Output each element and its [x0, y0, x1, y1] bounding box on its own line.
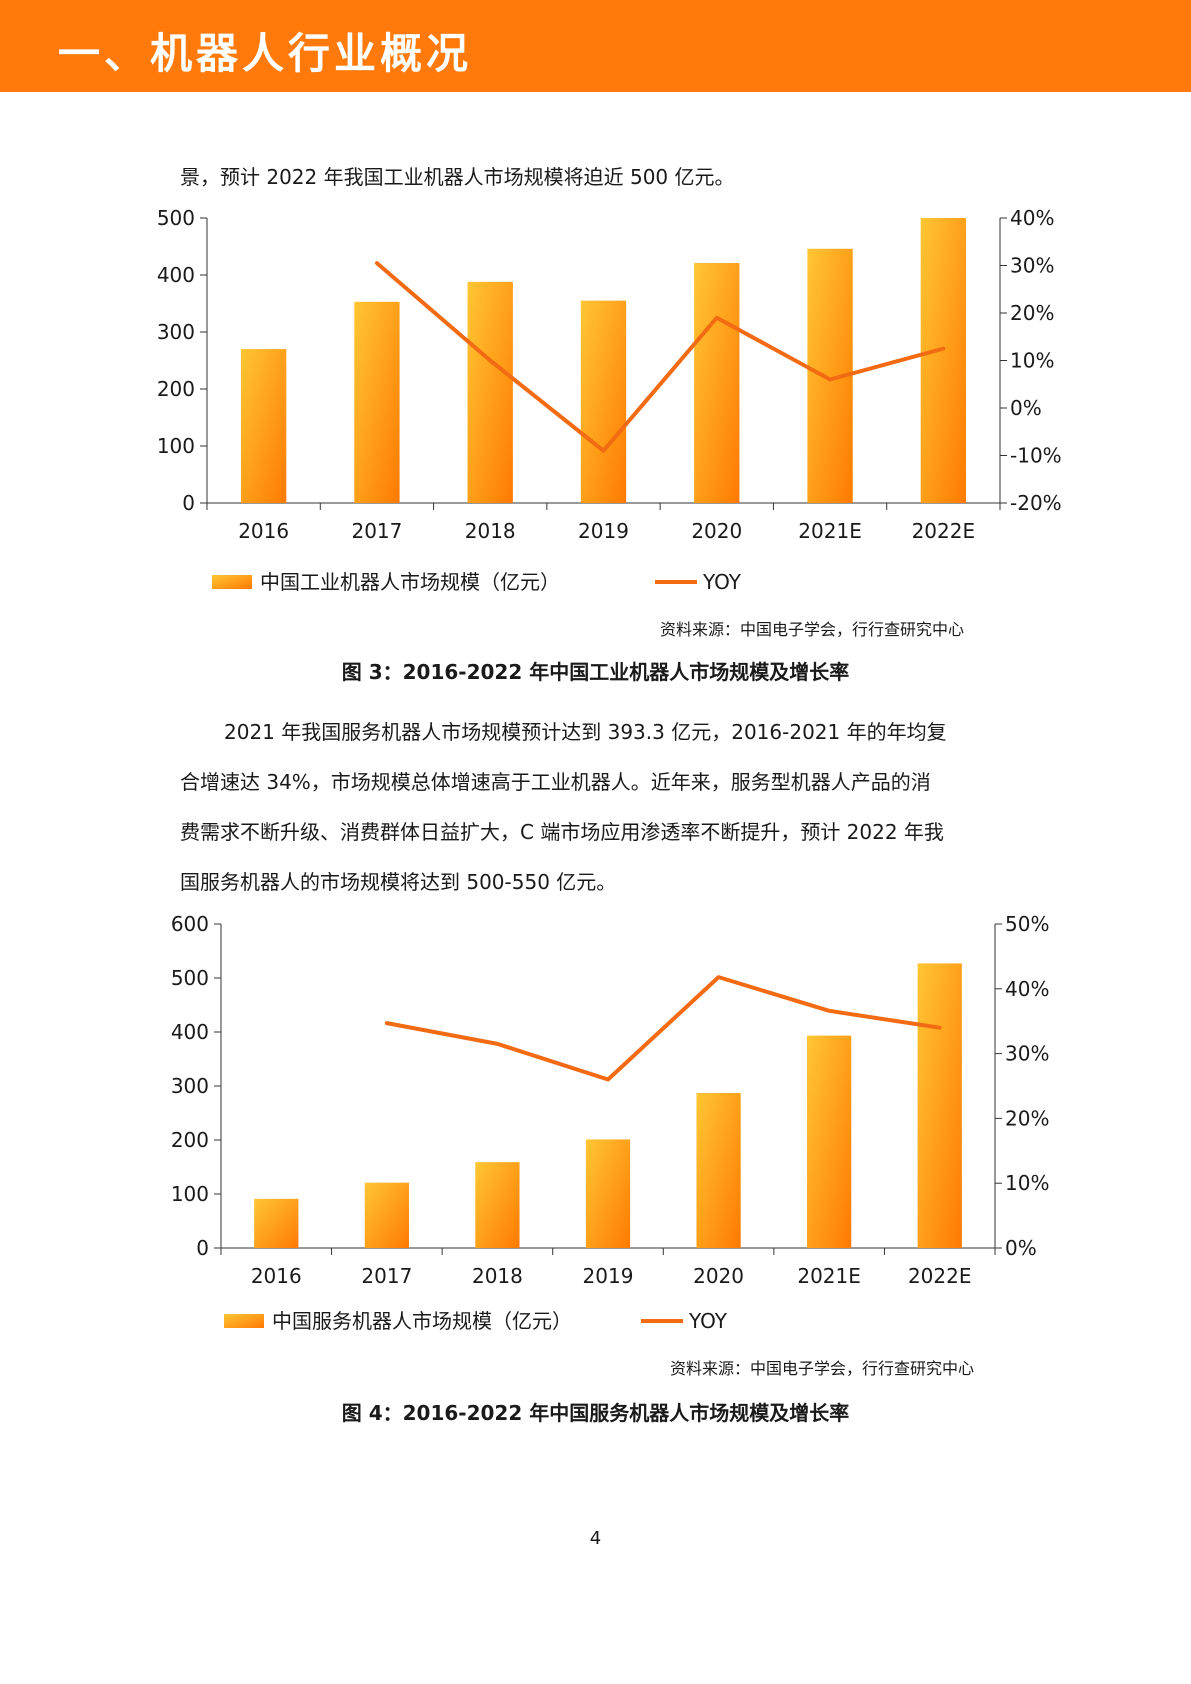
- fig4-right-tick-label: 0%: [1005, 1236, 1037, 1260]
- fig4-left-tick-label: 600: [171, 912, 209, 936]
- body-line-3: 费需求不断升级、消费群体日益扩大，C 端市场应用渗透率不断提升，预计 2022 …: [180, 820, 944, 844]
- fig3-x-tick-label: 2016: [238, 519, 289, 543]
- fig4-right-tick-label: 40%: [1005, 977, 1049, 1001]
- fig4-left-tick-label: 400: [171, 1020, 209, 1044]
- fig4-left-tick-label: 0: [196, 1236, 209, 1260]
- fig4-legend-bar-label: 中国服务机器人市场规模（亿元）: [272, 1309, 572, 1333]
- fig3-left-tick-label: 300: [157, 320, 195, 344]
- fig3-bar: [467, 281, 513, 503]
- page-number: 4: [589, 1528, 602, 1549]
- fig4-bar: [807, 1035, 852, 1248]
- figure4-source: 资料来源：中国电子学会，行行查研究中心: [670, 1359, 975, 1378]
- figure3-source: 资料来源：中国电子学会，行行查研究中心: [660, 620, 965, 639]
- fig4-bar: [475, 1162, 520, 1248]
- fig3-right-tick-label: 40%: [1010, 206, 1054, 230]
- fig3-x-tick-label: 2017: [351, 519, 402, 543]
- fig4-right-tick-label: 50%: [1005, 912, 1049, 936]
- fig4-legend-line-label: YOY: [688, 1309, 728, 1333]
- fig4-x-tick-label: 2019: [583, 1264, 634, 1288]
- fig4-right-tick-label: 30%: [1005, 1042, 1049, 1066]
- fig3-left-tick-label: 400: [157, 263, 195, 287]
- fig4-right-tick-label: 20%: [1005, 1106, 1049, 1130]
- fig4-x-tick-label: 2021E: [797, 1264, 861, 1288]
- fig4-bar: [585, 1139, 631, 1248]
- section-banner: 一、机器人行业概况: [0, 0, 1191, 92]
- fig3-right-tick-label: -10%: [1010, 444, 1062, 468]
- fig3-right-tick-label: -20%: [1010, 491, 1062, 515]
- fig3-bar: [240, 349, 287, 503]
- fig3-bar: [354, 301, 400, 503]
- fig3-yoy-line: [374, 261, 946, 453]
- service-robot-chart: 0 100 200 300 400 500 600 0% 10% 20% 30% 40% 50% 2016…: [171, 912, 1050, 1333]
- fig4-bar: [364, 1182, 409, 1248]
- fig3-x-tick-label: 2022E: [912, 519, 976, 543]
- fig4-left-tick-label: 100: [171, 1182, 209, 1206]
- body-line-1: 2021 年我国服务机器人市场规模预计达到 393.3 亿元，2016-2021…: [224, 720, 947, 744]
- fig4-left-tick-label: 200: [171, 1128, 209, 1152]
- fig3-bar: [580, 300, 627, 503]
- fig3-left-tick-label: 0: [182, 491, 195, 515]
- fig4-left-tick-label: 300: [171, 1074, 209, 1098]
- fig3-x-tick-label: 2021E: [798, 519, 862, 543]
- fig3-x-tick-label: 2020: [691, 519, 742, 543]
- fig3-bar: [694, 263, 740, 503]
- fig3-right-tick-label: 10%: [1010, 349, 1054, 373]
- fig4-left-tick-label: 500: [171, 966, 209, 990]
- figure3-caption: 图 3：2016-2022 年中国工业机器人市场规模及增长率: [341, 660, 850, 684]
- figure4-caption: 图 4：2016-2022 年中国服务机器人市场规模及增长率: [341, 1401, 850, 1425]
- fig4-legend-bar-swatch: [224, 1314, 264, 1328]
- fig4-x-tick-label: 2020: [693, 1264, 744, 1288]
- fig3-legend-line-label: YOY: [702, 570, 742, 594]
- fig3-right-tick-label: 30%: [1010, 254, 1054, 278]
- fig3-right-tick-label: 0%: [1010, 396, 1042, 420]
- body-line-2: 合增速达 34%，市场规模总体增速高于工业机器人。近年来，服务型机器人产品的消: [180, 770, 931, 794]
- intro-paragraph: 景，预计 2022 年我国工业机器人市场规模将迫近 500 亿元。: [180, 165, 735, 189]
- fig3-x-tick-label: 2018: [465, 519, 516, 543]
- fig3-legend-bar-swatch: [212, 575, 252, 589]
- fig3-left-tick-label: 500: [157, 206, 195, 230]
- fig4-x-tick-label: 2022E: [908, 1264, 972, 1288]
- fig4-yoy-line: [384, 975, 942, 1082]
- fig4-bar: [917, 963, 962, 1248]
- fig4-bar: [696, 1093, 741, 1248]
- fig3-bar: [920, 218, 967, 503]
- fig4-bar: [254, 1198, 299, 1248]
- fig3-legend-bar-label: 中国工业机器人市场规模（亿元）: [260, 570, 560, 594]
- body-line-4: 国服务机器人的市场规模将达到 500-550 亿元。: [180, 870, 617, 894]
- fig4-x-tick-label: 2018: [472, 1264, 523, 1288]
- section-title: 一、机器人行业概况: [58, 29, 473, 78]
- industrial-robot-chart: 0 100 200 300 400 500 -20% -10% 0% 10% 20% 30% 40% 20…: [157, 206, 1062, 594]
- fig4-right-tick-label: 10%: [1005, 1171, 1049, 1195]
- fig4-x-tick-label: 2017: [361, 1264, 412, 1288]
- fig3-left-tick-label: 200: [157, 377, 195, 401]
- fig3-left-tick-label: 100: [157, 434, 195, 458]
- fig4-x-tick-label: 2016: [251, 1264, 302, 1288]
- fig3-right-tick-label: 20%: [1010, 301, 1054, 325]
- fig3-x-tick-label: 2019: [578, 519, 629, 543]
